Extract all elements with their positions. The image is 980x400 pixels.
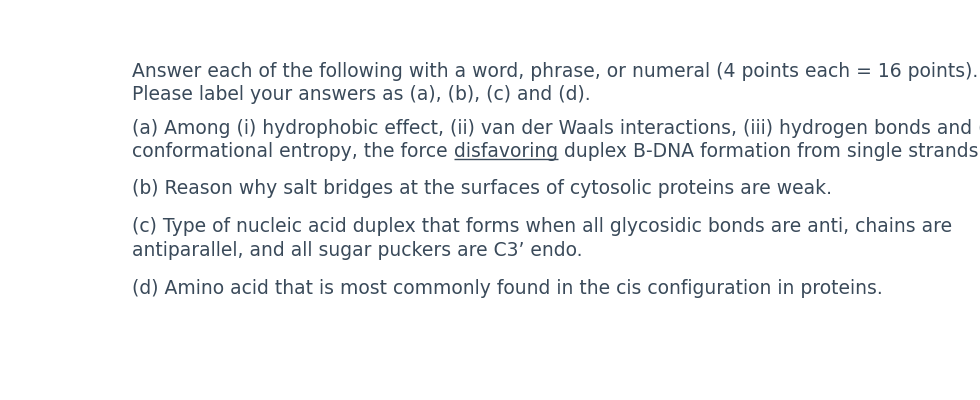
Text: (d) Amino acid that is most commonly found in the cis configuration in proteins.: (d) Amino acid that is most commonly fou… — [132, 279, 883, 298]
Text: duplex B-DNA formation from single strands.: duplex B-DNA formation from single stran… — [559, 142, 980, 161]
Text: Please label your answers as (a), (b), (c) and (d).: Please label your answers as (a), (b), (… — [132, 85, 591, 104]
Text: conformational entropy, the force: conformational entropy, the force — [132, 142, 454, 161]
Text: antiparallel, and all sugar puckers are C3’ endo.: antiparallel, and all sugar puckers are … — [132, 240, 583, 260]
Text: (b) Reason why salt bridges at the surfaces of cytosolic proteins are weak.: (b) Reason why salt bridges at the surfa… — [132, 179, 832, 198]
Text: (a) Among (i) hydrophobic effect, (ii) van der Waals interactions, (iii) hydroge: (a) Among (i) hydrophobic effect, (ii) v… — [132, 119, 980, 138]
Text: Answer each of the following with a word, phrase, or numeral (4 points each = 16: Answer each of the following with a word… — [132, 62, 979, 81]
Text: (c) Type of nucleic acid duplex that forms when all glycosidic bonds are anti, c: (c) Type of nucleic acid duplex that for… — [132, 218, 953, 236]
Text: disfavoring: disfavoring — [454, 142, 559, 161]
